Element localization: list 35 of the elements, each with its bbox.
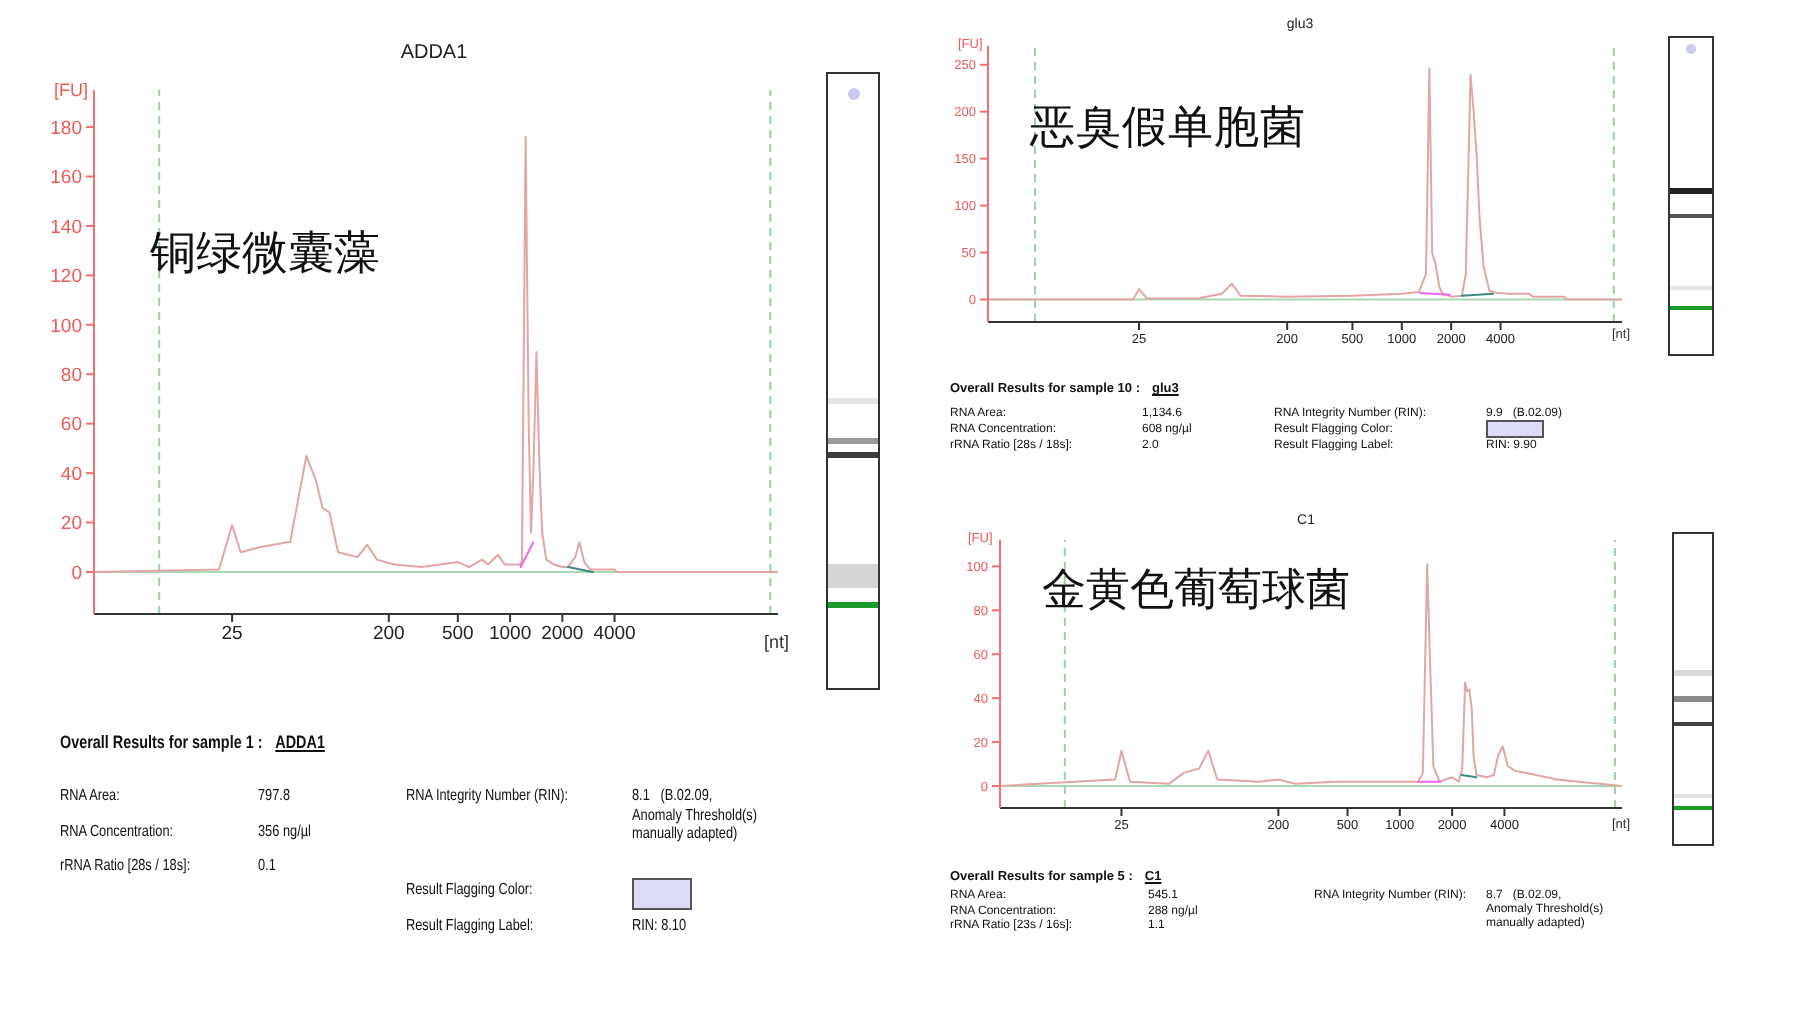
text: Result Flagging Label: bbox=[406, 916, 534, 935]
x-tick-label: 200 bbox=[372, 623, 405, 646]
text: 0.1 bbox=[258, 856, 276, 875]
y-tick-label: 20 bbox=[60, 513, 82, 536]
y-tick-label: 60 bbox=[60, 414, 82, 437]
text: RNA Area: bbox=[60, 786, 120, 805]
text: Overall Results for sample 1 : bbox=[60, 732, 263, 752]
y-axis-title: [FU] bbox=[54, 80, 88, 100]
annotation: 铜绿微囊藻 bbox=[150, 228, 380, 279]
text: 797.8 bbox=[258, 786, 291, 805]
text: rRNA Ratio [28s / 18s]: bbox=[60, 856, 191, 875]
x-tick-label: 4000 bbox=[593, 623, 636, 646]
x-tick-label: 25 bbox=[221, 623, 243, 646]
y-tick-label: 0 bbox=[71, 562, 82, 585]
x-axis-title: [nt] bbox=[764, 632, 790, 652]
y-tick-label: 160 bbox=[50, 167, 82, 190]
y-tick-label: 140 bbox=[50, 216, 82, 239]
text: 356 ng/µl bbox=[258, 822, 311, 841]
y-tick-label: 120 bbox=[50, 266, 82, 289]
chart-title: ADDA1 bbox=[398, 42, 470, 64]
y-tick-label: 180 bbox=[50, 117, 82, 140]
annotation: 金黄色葡萄球菌 bbox=[1042, 564, 1350, 615]
y-tick-label: 40 bbox=[60, 463, 82, 486]
text: Result Flagging Color: bbox=[406, 880, 533, 899]
y-tick-label: 80 bbox=[60, 364, 82, 387]
text: RNA Integrity Number (RIN): bbox=[406, 786, 569, 805]
annotation: 恶臭假单胞菌 bbox=[1030, 102, 1306, 154]
text: 8.1 (B.02.09, Anomaly Threshold(s) manually adapted) bbox=[632, 786, 759, 843]
text: ADDA1 bbox=[275, 732, 325, 752]
y-tick-label: 100 bbox=[50, 315, 82, 338]
x-tick-label: 500 bbox=[441, 623, 474, 646]
text: RIN: 8.10 bbox=[632, 916, 687, 935]
text: RNA Concentration: bbox=[60, 822, 174, 841]
x-tick-label: 2000 bbox=[541, 623, 584, 646]
x-tick-label: 1000 bbox=[488, 623, 532, 646]
